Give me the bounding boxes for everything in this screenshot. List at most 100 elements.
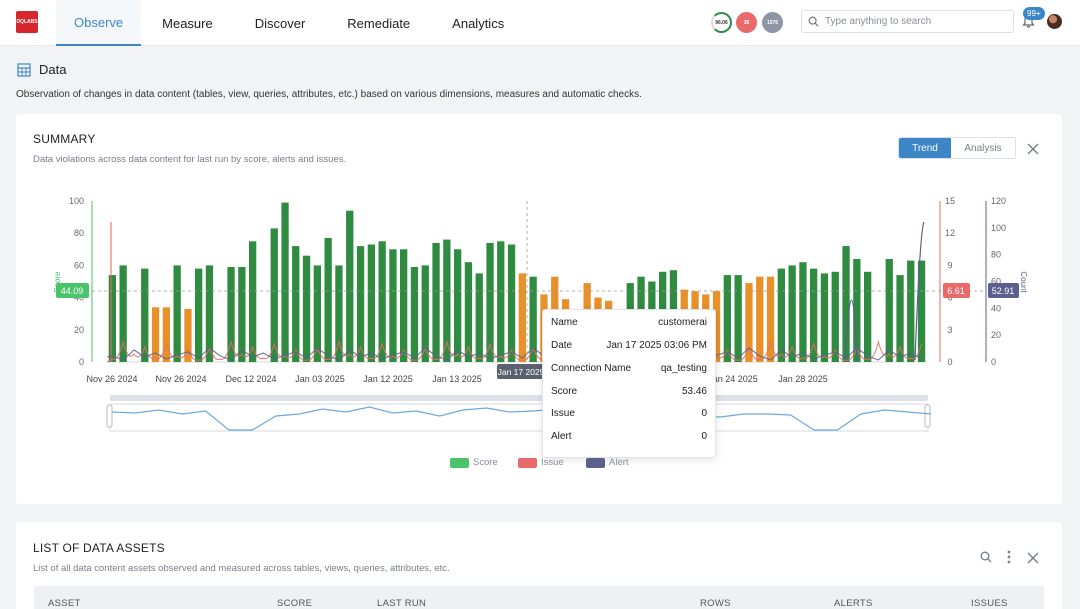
score-bar — [853, 259, 861, 362]
tooltip-row-date: Date Jan 17 2025 03:06 PM — [551, 340, 707, 351]
issue-tick-label: 12 — [945, 228, 955, 238]
legend-issue[interactable]: Issue — [518, 457, 564, 468]
analysis-toggle[interactable]: Analysis — [951, 138, 1015, 158]
score-bar — [389, 249, 397, 362]
y-axis-label: Score — [53, 271, 62, 292]
close-icon[interactable] — [1027, 143, 1039, 155]
score-bar — [141, 268, 149, 362]
score-bar — [281, 202, 289, 362]
x-tick-label: Nov 26 2024 — [155, 374, 206, 384]
score-bar — [443, 239, 451, 362]
issue-count-pill[interactable]: 36 — [736, 12, 757, 33]
score-bar — [529, 276, 537, 362]
score-bar — [173, 265, 181, 362]
y-tick-label: 80 — [74, 228, 84, 238]
assets-title: LIST OF DATA ASSETS — [33, 541, 165, 555]
tooltip-row-alert: Alert 0 — [551, 431, 707, 442]
score-bar — [497, 241, 505, 363]
score-bar — [917, 260, 926, 362]
search-input[interactable] — [825, 16, 1005, 27]
zoom-handle-left — [106, 404, 113, 428]
score-bar — [777, 268, 785, 362]
main-nav: Observe Measure Discover Remediate Analy… — [56, 0, 525, 46]
alert-tick-label: 20 — [991, 330, 1001, 340]
score-bar — [756, 276, 764, 362]
issue-series-line — [106, 339, 923, 363]
score-bar — [313, 265, 321, 362]
issue-tick-label: 0 — [947, 357, 952, 367]
y-tick-label: 0 — [79, 357, 84, 367]
score-bar — [831, 271, 839, 362]
nav-analytics[interactable]: Analytics — [452, 15, 505, 31]
score-bar — [885, 259, 893, 362]
chart-tooltip: Name customerai Date Jan 17 2025 03:06 PM … — [542, 309, 716, 458]
table-icon — [17, 62, 31, 77]
crosshair-issue-badge — [943, 283, 970, 298]
nav-observe[interactable]: Observe — [56, 0, 142, 46]
zoom-preview-line — [111, 406, 932, 431]
summary-subtitle: Data violations across data content for … — [33, 154, 347, 165]
user-avatar[interactable] — [1047, 14, 1062, 29]
score-bar — [464, 262, 473, 362]
score-bar — [238, 267, 246, 362]
col-issues[interactable]: ISSUES — [971, 598, 1008, 609]
alert-count-pill[interactable]: 1576 — [762, 12, 783, 33]
score-bar — [292, 246, 300, 362]
score-bar — [421, 265, 429, 362]
more-vertical-icon[interactable] — [1007, 550, 1011, 564]
close-icon[interactable] — [1027, 552, 1039, 564]
global-search[interactable] — [801, 10, 1014, 33]
brand-logo[interactable]: DQLABS — [16, 11, 38, 33]
legend-swatch — [450, 457, 469, 468]
col-alerts[interactable]: ALERTS — [834, 598, 873, 609]
trend-toggle[interactable]: Trend — [899, 138, 951, 158]
notification-badge: 99+ — [1023, 7, 1045, 20]
crosshair-alert-badge — [988, 283, 1019, 298]
nav-discover[interactable]: Discover — [254, 15, 306, 31]
nav-measure[interactable]: Measure — [162, 15, 213, 31]
score-bar — [378, 241, 386, 363]
x-tick-label: Jan 24 2025 — [708, 374, 758, 384]
score-bar — [356, 246, 365, 362]
tooltip-row-score: Score 53.46 — [551, 386, 707, 397]
tooltip-value: 0 — [701, 408, 707, 419]
score-bar — [119, 265, 127, 362]
col-rows[interactable]: ROWS — [700, 598, 731, 609]
score-bar — [820, 273, 829, 362]
y-tick-label: 60 — [74, 260, 84, 270]
tooltip-row-issue: Issue 0 — [551, 408, 707, 419]
col-score[interactable]: SCORE — [277, 598, 313, 609]
score-pill[interactable]: 96.06 — [711, 12, 732, 33]
issue-tick-label: 3 — [947, 325, 952, 335]
page-description: Observation of changes in data content (… — [16, 89, 642, 100]
nav-remediate[interactable]: Remediate — [347, 15, 411, 31]
legend-alert[interactable]: Alert — [586, 457, 629, 468]
issue-tick-label: 15 — [945, 196, 955, 206]
tooltip-row-connection: Connection Name qa_testing — [551, 363, 707, 374]
alert-tick-label: 120 — [991, 196, 1006, 206]
legend-swatch — [518, 457, 537, 468]
col-asset[interactable]: ASSET — [48, 598, 81, 609]
search-icon[interactable] — [980, 551, 992, 563]
score-bar — [454, 249, 462, 362]
col-last-run[interactable]: LAST RUN — [377, 598, 427, 609]
x-tick-label: Jan 03 2025 — [295, 374, 345, 384]
score-bar — [432, 242, 440, 362]
alert-tick-label: 80 — [991, 250, 1001, 260]
assets-table-header: ASSET SCORE LAST RUN ROWS ALERTS ISSUES — [34, 586, 1044, 609]
score-bar — [766, 276, 775, 362]
tooltip-label: Date — [551, 340, 573, 351]
page-title: Data — [39, 62, 67, 77]
legend-swatch — [586, 457, 605, 468]
alert-tick-label: 60 — [991, 277, 1001, 287]
score-bar — [518, 273, 526, 362]
score-bar — [507, 244, 516, 362]
summary-trend-chart[interactable]: 020406080100Score03691215020406080100120… — [0, 0, 1080, 470]
score-bar — [410, 267, 419, 362]
score-bar — [400, 249, 408, 362]
tooltip-label: Score — [551, 386, 578, 397]
score-bar — [302, 255, 311, 362]
legend-score[interactable]: Score — [450, 457, 498, 468]
tooltip-value: customerai — [658, 317, 707, 328]
score-bar — [907, 260, 915, 362]
